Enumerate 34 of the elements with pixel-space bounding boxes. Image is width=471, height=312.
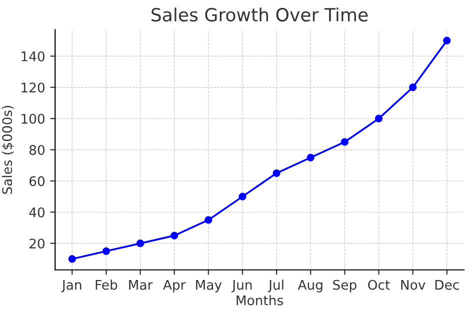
x-axis-title: Months xyxy=(236,295,283,306)
chart-title: Sales Growth Over Time xyxy=(152,8,368,22)
x-tick-label: May xyxy=(196,280,222,292)
point xyxy=(102,247,110,255)
point xyxy=(374,114,383,122)
y-tick-label: 60 xyxy=(30,176,45,186)
y-tick-label: 100 xyxy=(22,114,45,124)
point xyxy=(136,240,144,248)
point xyxy=(238,192,246,200)
x-tick-label: Oct xyxy=(368,280,390,290)
y-tick-label: 20 xyxy=(30,238,45,249)
y-tick-label: 80 xyxy=(29,144,45,155)
x-tick-label: Aug xyxy=(298,280,322,292)
x-tick-label: Sep xyxy=(333,280,356,292)
y-tick-label: 40 xyxy=(29,207,45,218)
point xyxy=(443,36,451,44)
x-tick-label: Jul xyxy=(268,280,284,292)
point xyxy=(272,169,280,177)
point xyxy=(340,138,349,146)
x-tick-label: Dec xyxy=(435,280,459,290)
point xyxy=(306,154,314,162)
x-tick-label: Jun xyxy=(231,280,252,292)
x-tick-label: Feb xyxy=(96,280,118,290)
x-tick-label: Apr xyxy=(163,280,186,292)
x-tick-label: Mar xyxy=(129,280,153,290)
y-tick-label: 120 xyxy=(22,82,45,93)
y-axis-title: Sales ($000s) xyxy=(2,106,14,194)
point xyxy=(204,216,212,224)
x-tick-label: Nov xyxy=(401,280,426,290)
point xyxy=(409,84,417,92)
x-tick-label: Jan xyxy=(61,280,82,292)
y-tick-label: 140 xyxy=(22,51,45,62)
point xyxy=(170,232,178,240)
point xyxy=(68,255,76,263)
